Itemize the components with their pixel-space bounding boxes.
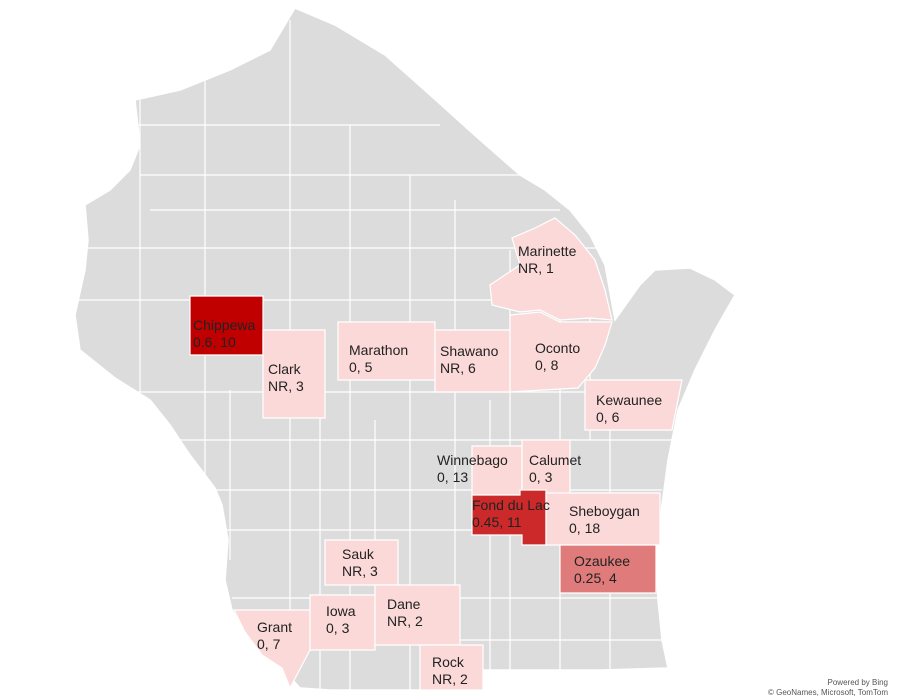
county-label-grant: Grant 0, 7 <box>257 619 292 652</box>
copyright-text: © GeoNames, Microsoft, TomTom <box>768 688 888 697</box>
county-label-ozaukee: Ozaukee 0.25, 4 <box>574 553 630 586</box>
county-name-text: Fond du Lac <box>472 497 550 513</box>
county-value-text: NR, 2 <box>387 613 423 629</box>
county-label-winnebago: Winnebago 0, 13 <box>437 452 508 485</box>
county-label-kewaunee: Kewaunee 0, 6 <box>596 392 662 425</box>
county-label-marinette: Marinette NR, 1 <box>518 243 577 276</box>
county-name-text: Grant <box>257 619 292 635</box>
county-name-text: Kewaunee <box>596 392 662 408</box>
county-value-text: NR, 2 <box>432 671 468 687</box>
county-name-text: Rock <box>432 654 465 670</box>
map-credits: Powered by Bing © GeoNames, Microsoft, T… <box>768 678 888 698</box>
county-value-text: 0.25, 4 <box>574 570 617 586</box>
powered-by-text: Powered by Bing <box>827 678 888 687</box>
county-shape-rock <box>419 644 484 691</box>
county-label-sheboygan: Sheboygan 0, 18 <box>569 503 640 536</box>
county-label-shawano: Shawano NR, 6 <box>440 343 499 376</box>
county-shape-kewaunee <box>584 379 683 431</box>
county-value-text: NR, 3 <box>268 378 304 394</box>
county-value-text: 0.45, 11 <box>472 514 522 530</box>
county-value-text: 0, 3 <box>326 620 350 636</box>
county-value-text: NR, 6 <box>440 360 476 376</box>
county-name-text: Chippewa <box>193 317 255 333</box>
county-value-text: 0, 5 <box>349 359 373 375</box>
county-label-dane: Dane NR, 2 <box>387 596 423 629</box>
county-name-text: Clark <box>268 361 302 377</box>
county-shape-clark <box>262 329 326 419</box>
county-name-text: Sauk <box>342 546 375 562</box>
county-value-text: 0, 8 <box>535 357 559 373</box>
county-label-fond-du-lac: Fond du Lac 0.45, 11 <box>472 497 550 530</box>
county-shape-iowa <box>309 594 376 651</box>
county-name-text: Oconto <box>535 340 580 356</box>
county-name-text: Marinette <box>518 243 577 259</box>
county-value-text: 0.6, 10 <box>193 334 236 350</box>
county-name-text: Ozaukee <box>574 553 630 569</box>
county-borders <box>78 20 678 690</box>
county-shape-ozaukee <box>559 544 657 594</box>
county-label-rock: Rock NR, 2 <box>432 654 468 687</box>
county-label-sauk: Sauk NR, 3 <box>342 546 378 579</box>
county-name-text: Iowa <box>326 603 356 619</box>
county-label-oconto: Oconto 0, 8 <box>535 340 580 373</box>
county-value-text: 0, 7 <box>257 636 281 652</box>
county-shape-oconto <box>509 311 613 393</box>
county-label-chippewa: Chippewa 0.6, 10 <box>193 317 255 350</box>
county-value-text: 0, 6 <box>596 409 620 425</box>
county-name-text: Calumet <box>529 452 581 468</box>
county-value-text: NR, 1 <box>518 260 554 276</box>
county-shape-sheboygan <box>545 492 661 546</box>
county-name-text: Marathon <box>349 342 408 358</box>
county-label-calumet: Calumet 0, 3 <box>529 452 581 485</box>
county-value-text: 0, 3 <box>529 469 553 485</box>
county-name-text: Dane <box>387 596 421 612</box>
county-value-text: 0, 13 <box>437 469 468 485</box>
county-name-text: Shawano <box>440 343 499 359</box>
county-label-iowa: Iowa 0, 3 <box>326 603 356 636</box>
county-name-text: Winnebago <box>437 452 508 468</box>
county-name-text: Sheboygan <box>569 503 640 519</box>
county-label-marathon: Marathon 0, 5 <box>349 342 408 375</box>
county-value-text: 0, 18 <box>569 520 600 536</box>
county-value-text: NR, 3 <box>342 563 378 579</box>
county-label-clark: Clark NR, 3 <box>268 361 304 394</box>
county-shape-marinette <box>489 217 613 321</box>
